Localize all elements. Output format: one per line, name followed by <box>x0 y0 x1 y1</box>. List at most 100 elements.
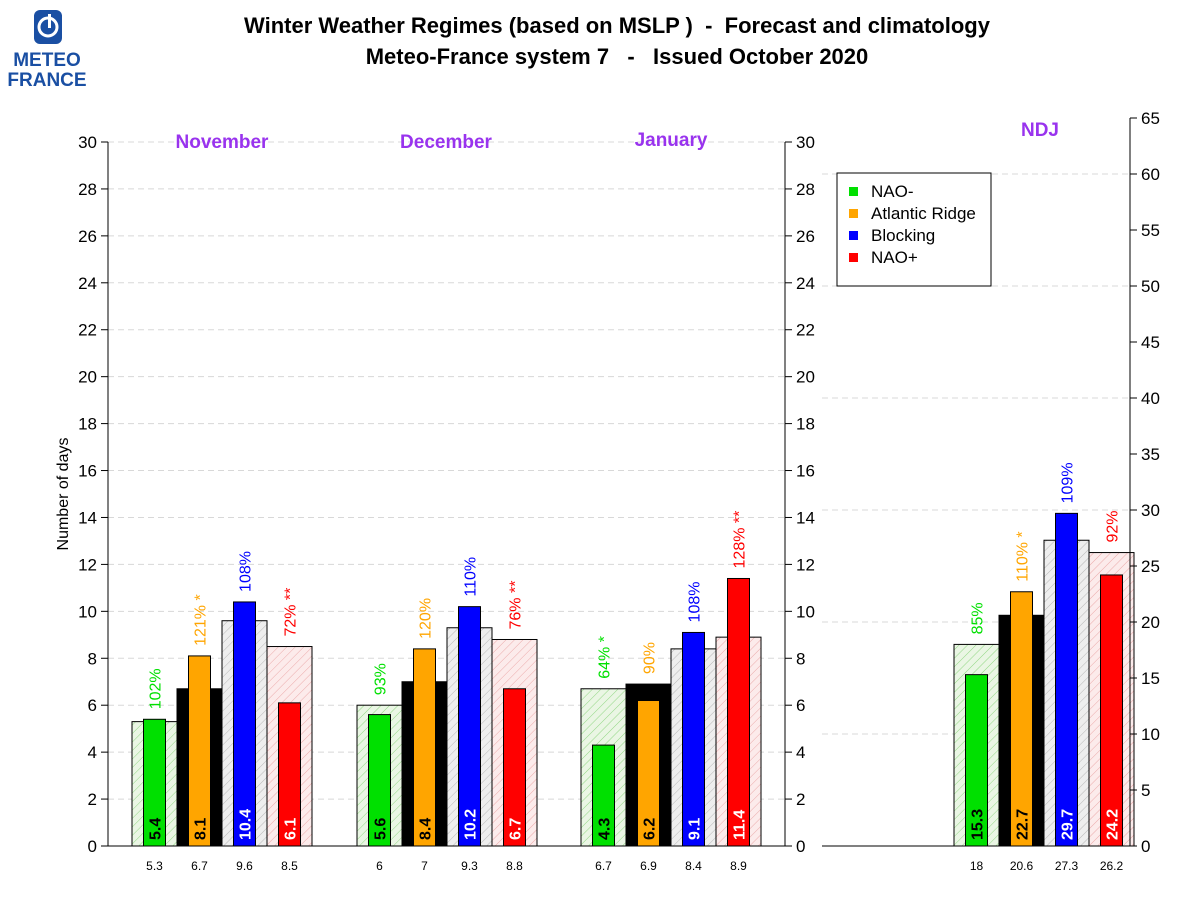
percent-label: 92% <box>1105 511 1122 543</box>
left-y-tick-label: 0 <box>88 837 97 856</box>
legend-label: Atlantic Ridge <box>871 204 976 223</box>
climatology-value-label: 6.7 <box>595 859 612 873</box>
climatology-value-label: 5.3 <box>146 859 163 873</box>
middle-y-tick-label: 20 <box>796 368 815 387</box>
left-y-tick-label: 4 <box>88 743 97 762</box>
climatology-value-label: 8.4 <box>685 859 702 873</box>
climatology-value-label: 6.9 <box>640 859 657 873</box>
forecast-value-label: 8.4 <box>418 818 435 840</box>
middle-y-tick-label: 18 <box>796 415 815 434</box>
forecast-value-label: 29.7 <box>1060 809 1077 840</box>
climatology-value-label: 26.2 <box>1100 859 1124 873</box>
percent-label: 102% <box>148 668 165 709</box>
forecast-value-label: 10.2 <box>463 809 480 840</box>
percent-label: 110% * <box>1015 531 1032 581</box>
percent-label: 128% ** <box>732 511 749 569</box>
climatology-value-label: 8.9 <box>730 859 747 873</box>
logo-emblem <box>34 10 62 44</box>
legend-label: NAO+ <box>871 248 918 267</box>
percent-label: 93% <box>373 663 390 695</box>
climatology-value-label: 6 <box>376 859 383 873</box>
right-y-tick-label: 25 <box>1141 557 1160 576</box>
right-y-tick-label: 5 <box>1141 781 1150 800</box>
middle-y-tick-label: 24 <box>796 274 815 293</box>
legend-swatch <box>849 187 858 196</box>
percent-label: 76% ** <box>508 581 525 630</box>
left-y-tick-label: 10 <box>78 602 97 621</box>
right-y-tick-label: 45 <box>1141 333 1160 352</box>
middle-y-tick-label: 22 <box>796 321 815 340</box>
climatology-value-label: 27.3 <box>1055 859 1079 873</box>
y-axis-label: Number of days <box>55 438 72 551</box>
forecast-value-label: 4.3 <box>597 818 614 840</box>
legend-swatch <box>849 209 858 218</box>
middle-y-tick-label: 16 <box>796 462 815 481</box>
chart-title-line2: Meteo-France system 7 - Issued October 2… <box>365 44 869 69</box>
right-y-tick-label: 55 <box>1141 221 1160 240</box>
logo-text-france: FRANCE <box>7 70 87 91</box>
legend-label: Blocking <box>871 226 935 245</box>
left-y-tick-label: 26 <box>78 227 97 246</box>
right-y-tick-label: 20 <box>1141 613 1160 632</box>
percent-label: 72% ** <box>283 588 300 637</box>
climatology-value-label: 8.5 <box>281 859 298 873</box>
forecast-bar <box>1100 574 1123 847</box>
left-y-tick-label: 8 <box>88 649 97 668</box>
left-y-tick-label: 14 <box>78 508 97 527</box>
climatology-value-label: 9.3 <box>461 859 478 873</box>
legend-swatch <box>849 231 858 240</box>
middle-y-tick-label: 12 <box>796 555 815 574</box>
left-y-tick-label: 20 <box>78 368 97 387</box>
forecast-bar <box>188 655 211 847</box>
forecast-bar <box>1010 591 1033 847</box>
group-label: December <box>400 132 492 153</box>
forecast-value-label: 15.3 <box>970 809 987 840</box>
forecast-value-label: 5.6 <box>373 818 390 840</box>
right-y-tick-label: 0 <box>1141 837 1150 856</box>
middle-y-tick-label: 4 <box>796 743 805 762</box>
right-y-tick-label: 65 <box>1141 109 1160 128</box>
right-y-tick-label: 10 <box>1141 725 1160 744</box>
forecast-value-label: 10.4 <box>238 809 255 840</box>
right-y-tick-label: 40 <box>1141 389 1160 408</box>
percent-label: 85% <box>970 602 987 634</box>
climatology-value-label: 18 <box>970 859 984 873</box>
middle-y-tick-label: 14 <box>796 508 815 527</box>
percent-label: 110% <box>463 557 480 597</box>
middle-y-tick-label: 0 <box>796 837 805 856</box>
forecast-value-label: 11.4 <box>732 810 749 840</box>
left-y-tick-label: 16 <box>78 462 97 481</box>
percent-label: 90% <box>642 642 659 674</box>
percent-label: 108% <box>687 582 704 623</box>
forecast-value-label: 8.1 <box>193 818 210 840</box>
percent-label: 120% <box>418 598 435 639</box>
left-y-tick-label: 6 <box>88 696 97 715</box>
forecast-value-label: 6.7 <box>508 818 525 840</box>
forecast-value-label: 6.2 <box>642 818 659 840</box>
forecast-value-label: 24.2 <box>1105 809 1122 840</box>
chart-title-line1: Winter Weather Regimes (based on MSLP ) … <box>244 13 990 38</box>
middle-y-tick-label: 8 <box>796 649 805 668</box>
climatology-value-label: 6.7 <box>191 859 208 873</box>
right-y-tick-label: 15 <box>1141 669 1160 688</box>
left-y-tick-label: 12 <box>78 555 97 574</box>
percent-label: 108% <box>238 551 255 592</box>
forecast-value-label: 5.4 <box>148 818 165 840</box>
forecast-value-label: 9.1 <box>687 818 704 840</box>
percent-label: 121% * <box>193 594 210 646</box>
right-y-tick-label: 50 <box>1141 277 1160 296</box>
left-y-tick-label: 18 <box>78 415 97 434</box>
percent-label: 109% <box>1060 462 1077 503</box>
right-y-tick-label: 30 <box>1141 501 1160 520</box>
legend-label: NAO- <box>871 182 914 201</box>
group-label: NDJ <box>1021 120 1059 141</box>
forecast-bar <box>413 648 436 847</box>
forecast-value-label: 22.7 <box>1015 809 1032 840</box>
forecast-bar <box>727 577 750 847</box>
forecast-bar <box>682 631 705 847</box>
right-y-tick-label: 60 <box>1141 165 1160 184</box>
climatology-value-label: 20.6 <box>1010 859 1034 873</box>
logo-text-meteo: METEO <box>13 50 81 71</box>
middle-y-tick-label: 30 <box>796 133 815 152</box>
forecast-bar <box>1055 512 1078 847</box>
